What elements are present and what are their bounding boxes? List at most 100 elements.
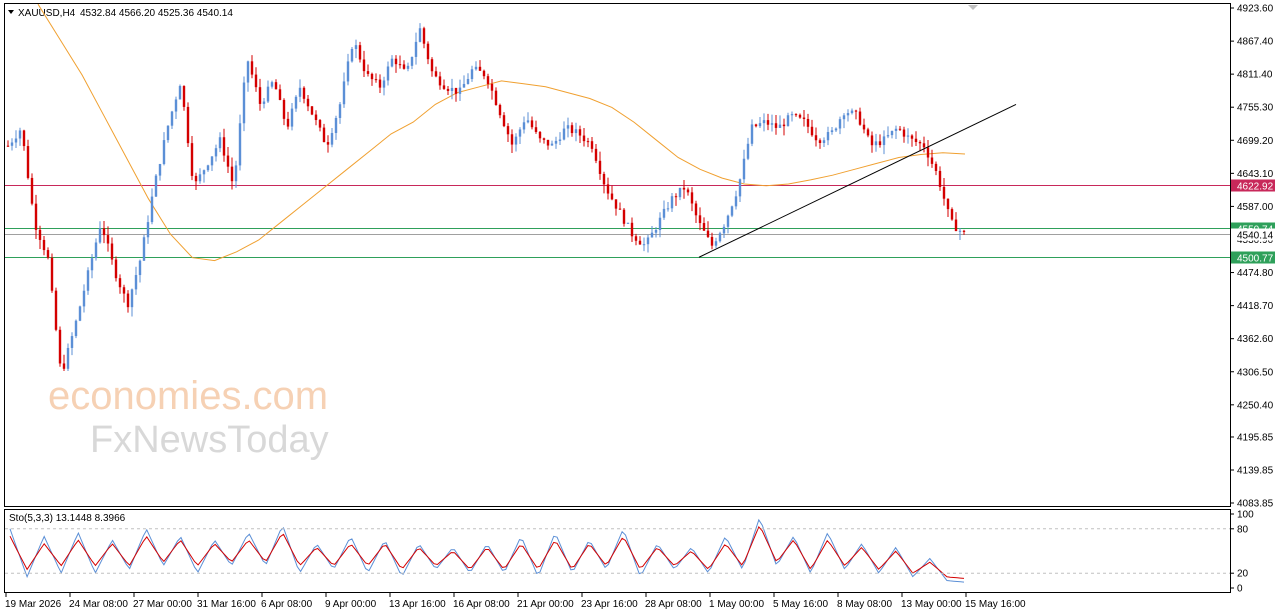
x-tick-label: 9 Apr 00:00 — [325, 599, 377, 610]
x-tick-label: 13 Apr 16:00 — [389, 599, 446, 610]
candle-body — [518, 129, 522, 137]
chart-menu-triangle-icon[interactable] — [8, 10, 14, 14]
candle-body — [394, 58, 398, 65]
candle-body — [918, 142, 922, 144]
candle-body — [774, 123, 778, 128]
stoch-level-label: 0 — [1237, 584, 1243, 595]
candle-body — [810, 126, 814, 136]
candle-body — [830, 130, 834, 133]
candle-body — [646, 237, 650, 245]
candle-body — [138, 260, 142, 276]
candle-body — [34, 203, 38, 230]
trendline — [698, 103, 1017, 258]
candle-body — [330, 133, 334, 145]
candle-body — [410, 56, 414, 66]
trendline-group[interactable] — [698, 103, 1017, 258]
candle-body — [914, 138, 918, 143]
x-tick-label: 8 May 08:00 — [837, 599, 892, 610]
candle-body — [538, 131, 542, 139]
candle-body — [514, 136, 518, 145]
y-tick-label: 4250.40 — [1237, 400, 1274, 411]
x-tick-label: 6 Apr 08:00 — [261, 599, 313, 610]
candle-body — [846, 113, 850, 116]
x-tick-label: 19 Mar 2026 — [5, 599, 62, 610]
candle-body — [234, 165, 238, 182]
candle-body — [494, 90, 498, 105]
candle-body — [566, 125, 570, 129]
x-tick-label: 27 Mar 00:00 — [133, 599, 192, 610]
candle-body — [710, 236, 714, 246]
candle-body — [706, 230, 710, 237]
candle-body — [894, 128, 898, 131]
y-tick-label: 4643.10 — [1237, 169, 1274, 180]
x-tick-label: 13 May 00:00 — [901, 599, 962, 610]
candle-body — [322, 127, 326, 143]
candle-body — [318, 120, 322, 128]
y-tick-label: 4083.85 — [1237, 499, 1274, 510]
candle-body — [70, 336, 74, 348]
candle-body — [574, 129, 578, 134]
candle-body — [958, 230, 962, 232]
candle-body — [530, 120, 534, 128]
stochastic-label: Sto(5,3,3) 13.1448 8.3966 — [9, 513, 126, 524]
candle-body — [698, 215, 702, 224]
time-axis: 19 Mar 2026 24 Mar 08:00 27 Mar 00:00 31 Ma… — [5, 593, 1026, 610]
stochastic-axis: 100 80 20 0 — [5, 510, 1254, 595]
candle-body — [250, 61, 254, 75]
y-tick-label: 4362.60 — [1237, 334, 1274, 345]
candle-body — [806, 118, 810, 127]
candle-body — [170, 111, 174, 126]
candle-body — [898, 128, 902, 130]
candle-body — [854, 110, 858, 112]
candle-body — [786, 115, 790, 127]
candle-body — [738, 179, 742, 197]
candle-body — [490, 83, 494, 91]
candle-body — [522, 122, 526, 130]
candle-body — [390, 58, 394, 67]
candle-body — [606, 184, 610, 194]
y-tick-label: 4195.85 — [1237, 432, 1274, 443]
candle-body — [14, 138, 18, 143]
candle-body — [930, 157, 934, 164]
y-tick-label: 4587.00 — [1237, 202, 1274, 213]
candle-body — [686, 189, 690, 193]
candle-body — [386, 66, 390, 81]
y-tick-label: 4418.70 — [1237, 301, 1274, 312]
candle-body — [102, 228, 106, 236]
y-tick-label: 4474.80 — [1237, 268, 1274, 279]
candle-body — [590, 141, 594, 149]
candle-body — [338, 104, 342, 118]
watermark-economies: economies.com — [48, 374, 328, 418]
candle-body — [126, 293, 130, 308]
ma-line — [37, 3, 966, 262]
candle-body — [162, 140, 166, 165]
moving-average — [37, 3, 966, 262]
candle-body — [946, 198, 950, 210]
candle-body — [498, 104, 502, 116]
x-tick-label: 1 May 00:00 — [709, 599, 764, 610]
candle-body — [962, 230, 966, 232]
candle-body — [734, 196, 738, 207]
shift-marker-icon[interactable] — [968, 5, 978, 10]
candle-body — [478, 66, 482, 71]
candle-body — [18, 130, 22, 139]
candle-body — [230, 166, 234, 182]
candle-body — [742, 158, 746, 180]
candle-body — [218, 137, 222, 149]
y-tick-label: 4139.85 — [1237, 465, 1274, 476]
candle-body — [294, 96, 298, 109]
candle-body — [262, 101, 266, 104]
candle-body — [534, 127, 538, 132]
candle-body — [202, 170, 206, 175]
candle-body — [438, 76, 442, 86]
candle-body — [446, 88, 450, 91]
candle-body — [594, 148, 598, 161]
candle-body — [754, 124, 758, 127]
candle-body — [862, 124, 866, 130]
candle-body — [402, 64, 406, 69]
candle-body — [670, 196, 674, 209]
candle-body — [158, 164, 162, 176]
candle-body — [182, 86, 186, 107]
